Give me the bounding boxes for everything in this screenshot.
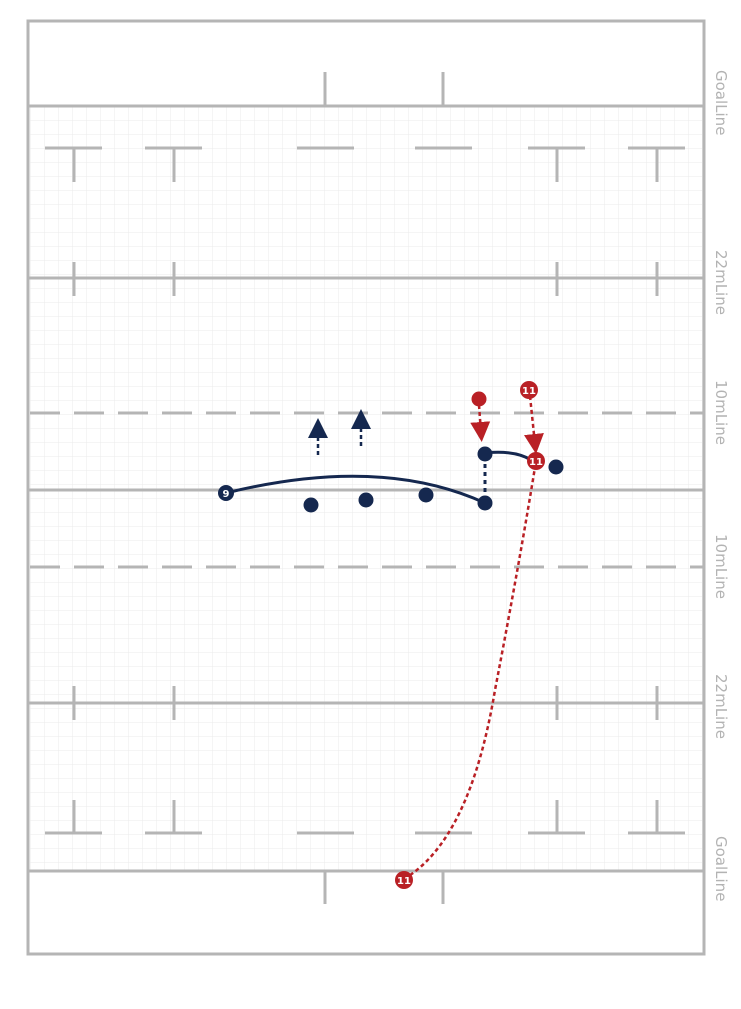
five-metre-markers-bottom <box>45 800 685 835</box>
red-player-11-top[interactable]: 11 <box>520 381 538 399</box>
pitch-boundary <box>26 19 706 956</box>
blue-player-dot[interactable] <box>477 495 493 511</box>
red-run-arrow-1 <box>470 404 491 442</box>
red-run-arrow-2 <box>524 395 544 454</box>
blue-player-dot[interactable] <box>358 492 374 508</box>
red-player-11-bottom[interactable]: 11 <box>395 871 413 889</box>
22m-ticks-top <box>72 262 659 296</box>
blue-player-9[interactable]: 9 <box>218 485 234 501</box>
label-10m-line-top: 10mLine <box>712 380 730 445</box>
svg-text:11: 11 <box>529 457 543 468</box>
label-22m-line-top: 22mLine <box>712 250 730 315</box>
22m-ticks-bottom <box>72 686 659 720</box>
blue-pass-arc <box>225 474 486 505</box>
svg-text:9: 9 <box>223 489 230 500</box>
blue-player-dot[interactable] <box>303 497 319 513</box>
label-goal-line-top: GoalLine <box>712 70 730 135</box>
red-player-dot[interactable] <box>471 391 487 407</box>
blue-player-dot[interactable] <box>477 446 493 462</box>
blue-player-dot[interactable] <box>548 459 564 475</box>
label-10m-line-bottom: 10mLine <box>712 534 730 599</box>
label-goal-line-bottom: GoalLine <box>712 836 730 901</box>
svg-text:11: 11 <box>397 876 411 887</box>
label-22m-line-bottom: 22mLine <box>712 674 730 739</box>
svg-text:11: 11 <box>522 386 536 397</box>
red-player-11-mid[interactable]: 11 <box>527 452 545 470</box>
five-metre-markers-top <box>45 146 685 182</box>
blue-player-dot[interactable] <box>418 487 434 503</box>
